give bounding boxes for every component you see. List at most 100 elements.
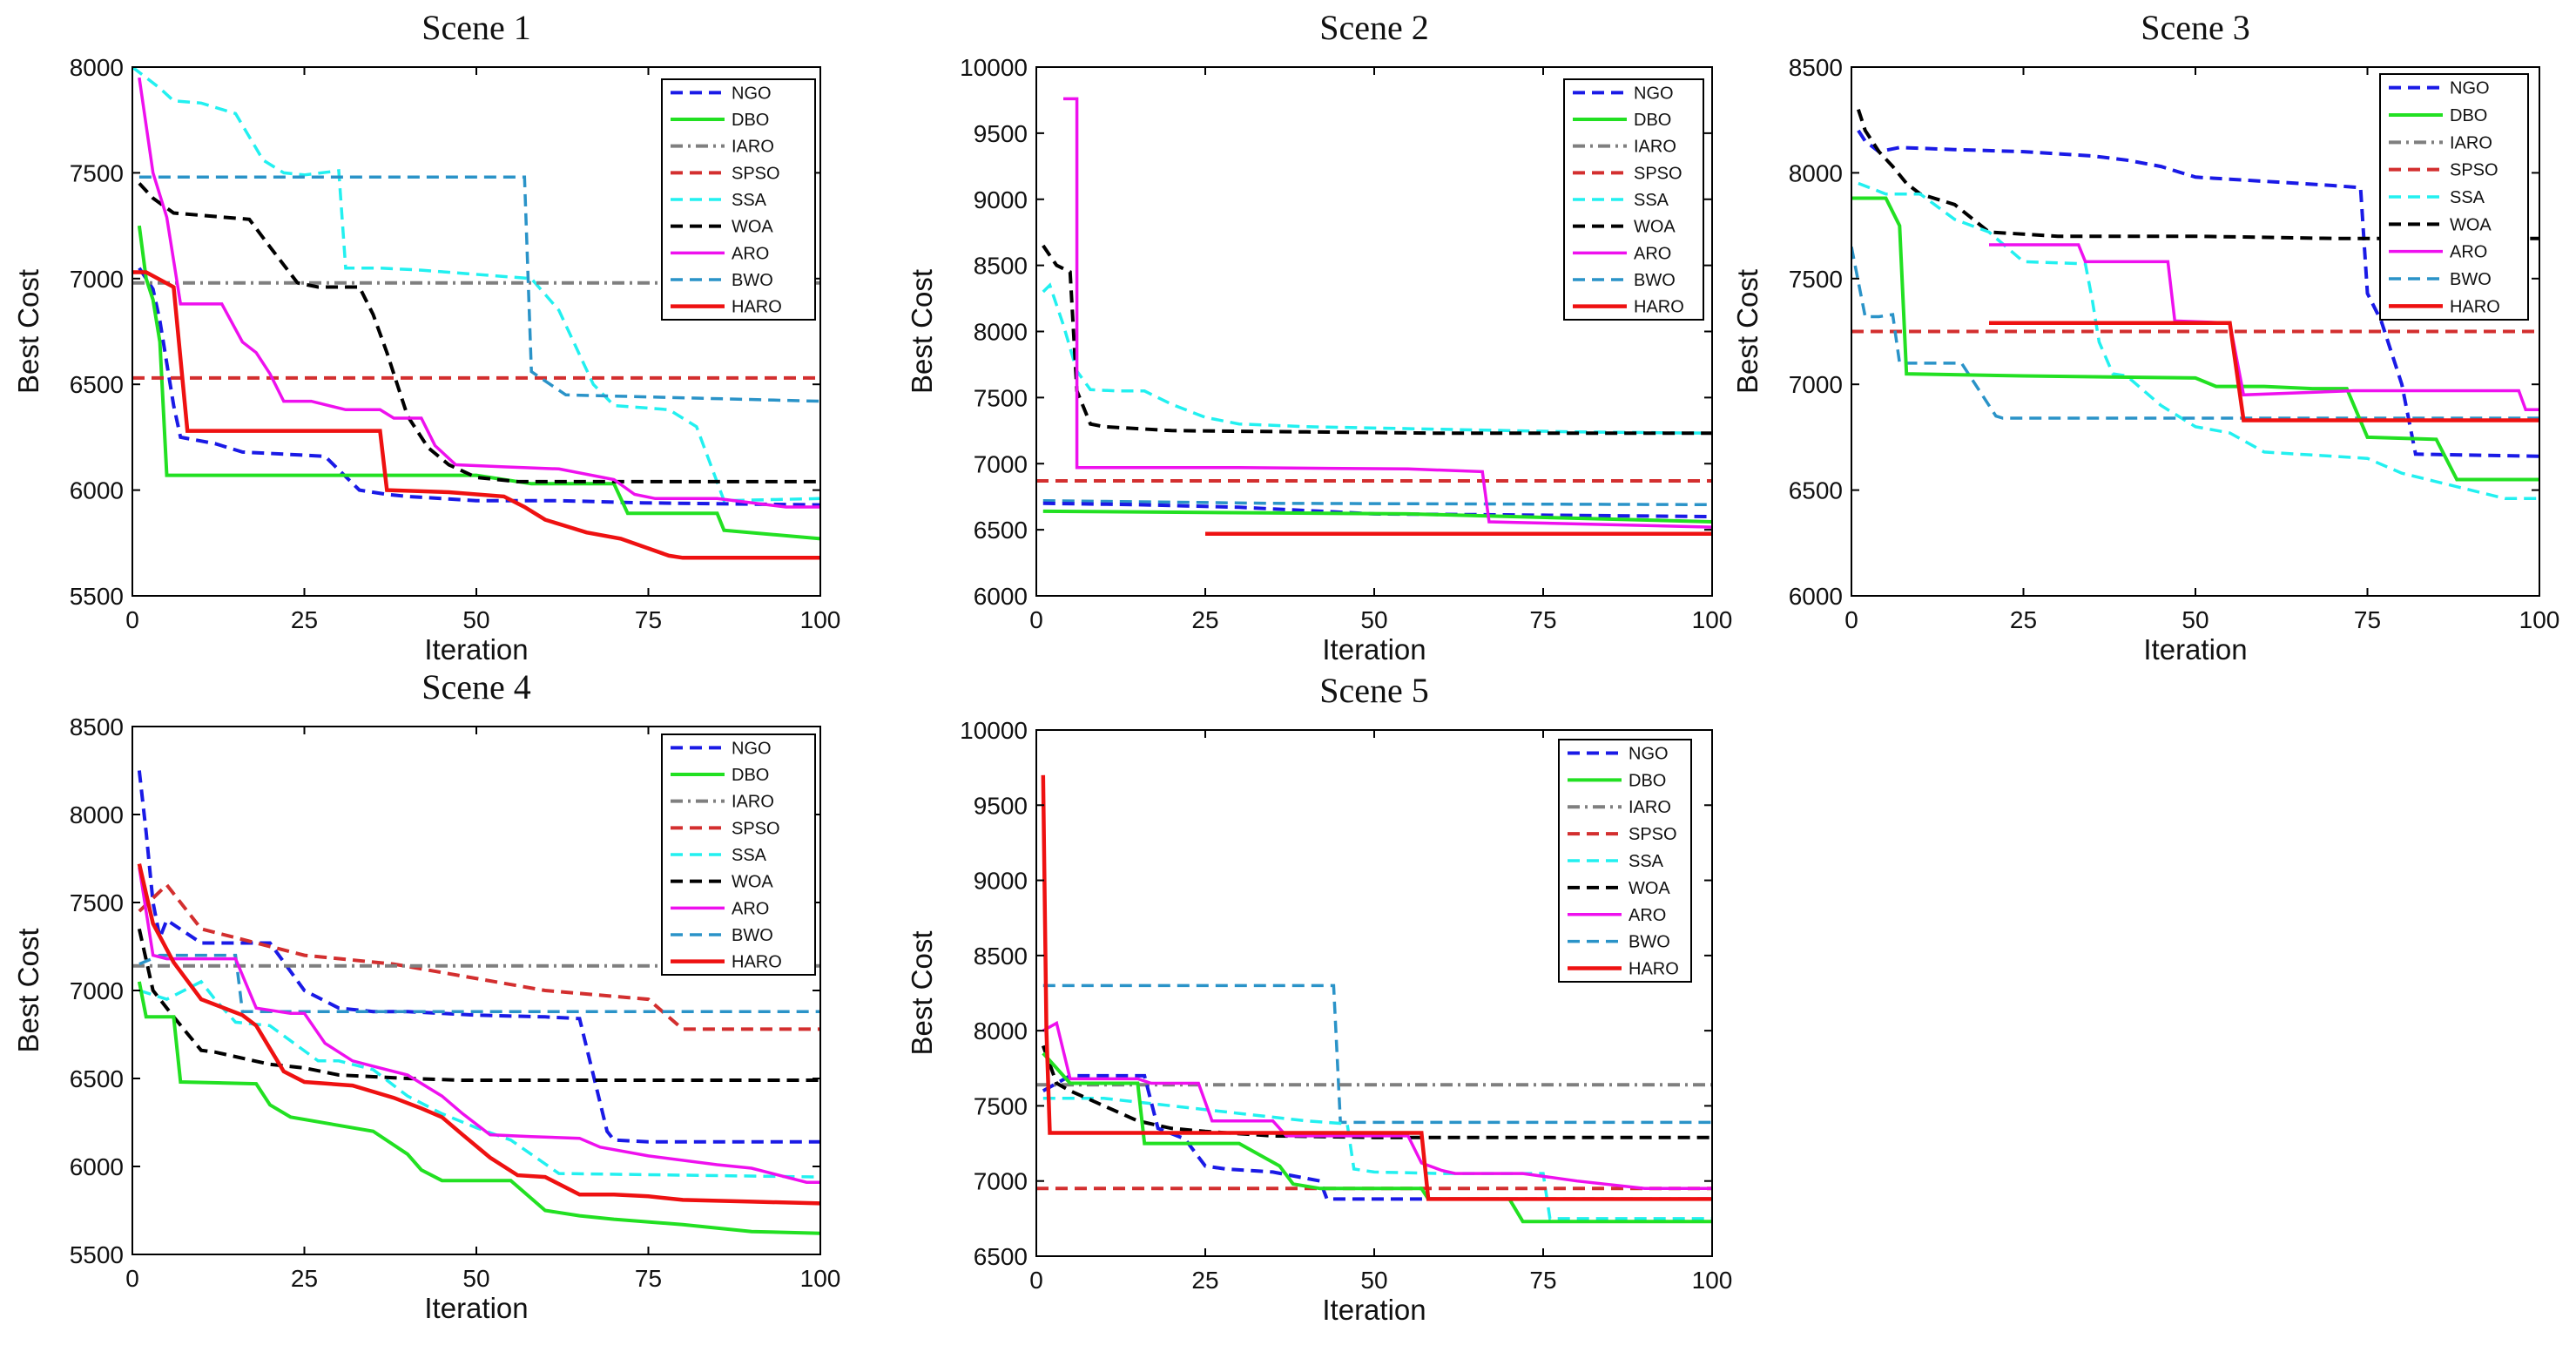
y-tick-label: 5500 bbox=[70, 583, 124, 610]
x-tick-label: 0 bbox=[125, 1265, 139, 1292]
legend: NGO DBO IARO SPSO SSA WOA ARO BWO HARO bbox=[661, 733, 816, 976]
chart-panel-3: Scene 3 0 25 50 75 100 6000 6500 7000 7500 8000 850… bbox=[1731, 8, 2559, 666]
y-tick-label: 7500 bbox=[974, 1092, 1028, 1119]
legend-label: HARO bbox=[732, 953, 782, 972]
x-tick-label: 50 bbox=[1360, 1267, 1387, 1294]
x-tick-label: 25 bbox=[2010, 606, 2037, 633]
x-tick-label: 75 bbox=[1529, 606, 1556, 633]
x-tick-label: 25 bbox=[291, 606, 318, 633]
y-tick-label: 9000 bbox=[974, 186, 1028, 213]
legend-label: NGO bbox=[2450, 79, 2490, 98]
legend-label: NGO bbox=[732, 84, 772, 103]
series-line-ssa bbox=[1042, 1097, 1712, 1220]
legend-label: NGO bbox=[1634, 84, 1674, 103]
x-tick-label: 0 bbox=[125, 606, 139, 633]
x-tick-label: 50 bbox=[462, 1265, 489, 1292]
x-axis-label: Iteration bbox=[1322, 633, 1426, 666]
y-tick-label: 8000 bbox=[70, 54, 124, 81]
legend-label: ARO bbox=[1629, 906, 1666, 925]
y-tick-label: 6000 bbox=[1789, 583, 1843, 610]
series-line-woa bbox=[138, 182, 820, 483]
legend-label: WOA bbox=[1634, 218, 1676, 237]
y-tick-label: 8000 bbox=[974, 1017, 1028, 1044]
legend-label: DBO bbox=[1629, 771, 1666, 790]
legend-label: DBO bbox=[732, 766, 769, 785]
series-line-ssa bbox=[138, 979, 820, 1179]
legend-label: SSA bbox=[2450, 188, 2485, 207]
series-line-woa bbox=[1041, 1044, 1712, 1139]
x-tick-label: 25 bbox=[291, 1265, 318, 1292]
y-tick-label: 7000 bbox=[1789, 371, 1843, 398]
x-tick-label: 100 bbox=[800, 1265, 841, 1292]
legend-label: WOA bbox=[2450, 215, 2492, 234]
x-tick-label: 0 bbox=[1029, 606, 1043, 633]
x-tick-label: 50 bbox=[2182, 606, 2208, 633]
y-tick-label: 6500 bbox=[1789, 477, 1843, 504]
chart-panel-4: Scene 4 0 25 50 75 100 5500 6000 6500 7000 7500 800… bbox=[12, 667, 840, 1324]
legend-label: SSA bbox=[1629, 852, 1664, 871]
series-line-dbo bbox=[1042, 509, 1712, 524]
x-tick-label: 75 bbox=[635, 1265, 662, 1292]
series-line-woa bbox=[1856, 108, 2539, 240]
y-axis-label: Best Cost bbox=[906, 269, 938, 394]
x-tick-label: 25 bbox=[1191, 1267, 1218, 1294]
legend-label: BWO bbox=[2450, 270, 2492, 289]
legend-label: DBO bbox=[1634, 111, 1671, 130]
legend-label: BWO bbox=[732, 271, 773, 290]
y-axis-label: Best Cost bbox=[12, 928, 44, 1052]
y-tick-label: 7000 bbox=[974, 450, 1028, 477]
y-tick-label: 6000 bbox=[70, 477, 124, 504]
y-tick-label: 7000 bbox=[974, 1168, 1028, 1195]
y-tick-label: 7000 bbox=[70, 977, 124, 1004]
legend-label: NGO bbox=[1629, 744, 1669, 763]
chart-title: Scene 1 bbox=[421, 8, 531, 47]
chart-panel-1: Scene 1 0 25 50 75 100 5500 6000 6500 7000 7500 800… bbox=[12, 8, 840, 666]
series-line-ssa bbox=[1858, 181, 2539, 501]
series-line-haro bbox=[1989, 321, 2539, 422]
legend-label: HARO bbox=[1629, 960, 1679, 979]
series-line-bwo bbox=[138, 175, 820, 403]
legend-label: BWO bbox=[1634, 271, 1676, 290]
legend-label: ARO bbox=[1634, 244, 1671, 263]
x-axis-label: Iteration bbox=[424, 1292, 528, 1324]
x-axis-label: Iteration bbox=[2143, 633, 2247, 666]
y-tick-label: 8000 bbox=[1789, 159, 1843, 186]
legend: NGO DBO IARO SPSO SSA WOA ARO BWO HARO bbox=[2379, 73, 2529, 321]
legend: NGO DBO IARO SPSO SSA WOA ARO BWO HARO bbox=[1563, 78, 1704, 321]
x-tick-label: 100 bbox=[800, 606, 841, 633]
legend-label: SPSO bbox=[732, 819, 780, 838]
series-line-ssa bbox=[1042, 282, 1712, 436]
y-tick-label: 6500 bbox=[974, 517, 1028, 544]
y-tick-label: 9000 bbox=[974, 868, 1028, 895]
x-tick-label: 50 bbox=[1360, 606, 1387, 633]
legend-label: HARO bbox=[1634, 298, 1684, 317]
legend-label: NGO bbox=[732, 739, 772, 758]
legend-label: SSA bbox=[732, 846, 767, 865]
series-line-ngo bbox=[138, 267, 820, 507]
legend-label: BWO bbox=[1629, 933, 1670, 952]
series-line-haro bbox=[1041, 774, 1712, 1201]
series-line-ssa bbox=[132, 67, 820, 503]
legend-label: WOA bbox=[1629, 879, 1670, 898]
y-tick-label: 8000 bbox=[70, 801, 124, 828]
series-line-ngo bbox=[1042, 501, 1712, 518]
legend-label: WOA bbox=[732, 873, 773, 892]
x-tick-label: 100 bbox=[2519, 606, 2560, 633]
y-tick-label: 7500 bbox=[70, 889, 124, 916]
y-tick-label: 8500 bbox=[1789, 54, 1843, 81]
legend-label: SPSO bbox=[2450, 161, 2498, 180]
series-line-bwo bbox=[1042, 984, 1712, 1125]
y-axis-label: Best Cost bbox=[12, 269, 44, 394]
series-line-aro bbox=[1042, 1020, 1712, 1191]
y-axis-label: Best Cost bbox=[1731, 269, 1763, 394]
series-line-ngo bbox=[1857, 129, 2539, 458]
legend-label: SPSO bbox=[732, 164, 780, 183]
legend: NGO DBO IARO SPSO SSA WOA ARO BWO HARO bbox=[1558, 739, 1692, 983]
series-line-dbo bbox=[137, 981, 820, 1235]
y-tick-label: 6500 bbox=[974, 1243, 1028, 1270]
y-tick-label: 6500 bbox=[70, 1065, 124, 1092]
series-line-woa bbox=[137, 928, 820, 1082]
y-tick-label: 7500 bbox=[974, 384, 1028, 411]
chart-panel-2: Scene 2 0 25 50 75 100 6000 6500 7000 7500 8000 850… bbox=[906, 8, 1732, 666]
